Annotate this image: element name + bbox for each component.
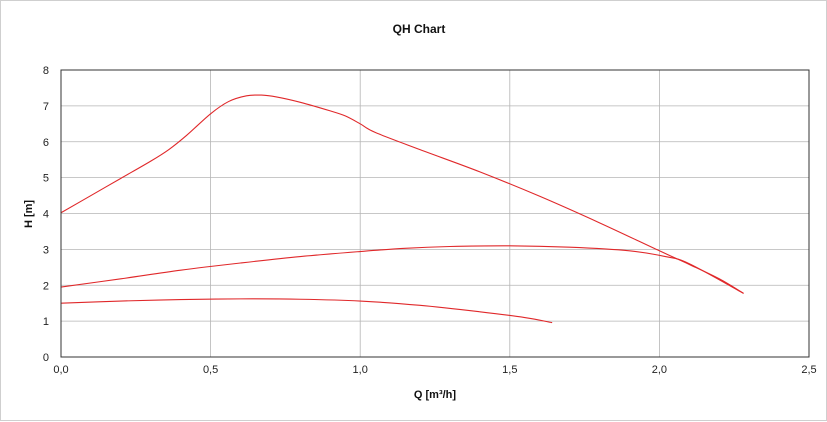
plot-area-border bbox=[60, 69, 810, 358]
y-tick-label: 1 bbox=[43, 316, 49, 328]
y-tick-label: 3 bbox=[43, 244, 49, 256]
qh-curve-2 bbox=[60, 245, 744, 294]
y-axis-label: H [m] bbox=[23, 200, 35, 228]
x-axis-label: Q [m³/h] bbox=[414, 389, 456, 401]
x-tick-label: 0,0 bbox=[53, 364, 68, 376]
x-tick-label: 1,0 bbox=[353, 364, 368, 376]
x-axis-ticks: 0,0 0,5 1,0 1,5 2,0 2,5 bbox=[53, 364, 816, 376]
y-tick-label: 2 bbox=[43, 280, 49, 292]
x-tick-label: 2,5 bbox=[801, 364, 816, 376]
y-tick-label: 0 bbox=[43, 352, 49, 364]
qh-curve-3 bbox=[60, 298, 553, 324]
grid bbox=[60, 69, 810, 358]
y-tick-label: 4 bbox=[43, 209, 49, 221]
curves bbox=[60, 94, 744, 324]
qh-curve-1 bbox=[60, 94, 744, 294]
x-tick-label: 0,5 bbox=[203, 364, 218, 376]
y-tick-label: 7 bbox=[43, 101, 49, 113]
x-tick-label: 1,5 bbox=[502, 364, 517, 376]
y-tick-label: 8 bbox=[43, 65, 49, 77]
y-axis-ticks: 0 1 2 3 4 5 6 7 8 bbox=[43, 65, 49, 364]
x-tick-label: 2,0 bbox=[652, 364, 667, 376]
y-tick-label: 6 bbox=[43, 137, 49, 149]
chart-title: QH Chart bbox=[393, 22, 446, 36]
y-tick-label: 5 bbox=[43, 173, 49, 185]
